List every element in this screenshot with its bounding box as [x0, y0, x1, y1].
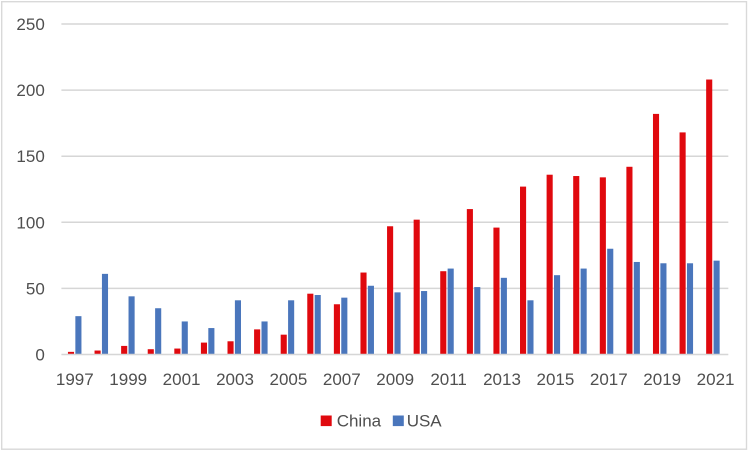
svg-text:2009: 2009 [376, 370, 414, 389]
svg-text:1997: 1997 [56, 370, 94, 389]
svg-text:2005: 2005 [269, 370, 307, 389]
svg-text:150: 150 [16, 147, 44, 166]
svg-text:2007: 2007 [323, 370, 361, 389]
svg-text:USA: USA [407, 412, 443, 431]
svg-text:2011: 2011 [430, 370, 467, 389]
svg-text:100: 100 [16, 213, 44, 232]
svg-text:2015: 2015 [536, 370, 574, 389]
svg-text:200: 200 [16, 81, 44, 100]
svg-text:2021: 2021 [697, 370, 735, 389]
svg-text:2001: 2001 [163, 370, 201, 389]
svg-text:50: 50 [26, 279, 45, 298]
svg-text:2019: 2019 [643, 370, 681, 389]
svg-text:250: 250 [16, 15, 44, 34]
svg-text:China: China [337, 412, 382, 431]
svg-text:2003: 2003 [216, 370, 254, 389]
svg-text:1999: 1999 [109, 370, 147, 389]
svg-text:2013: 2013 [483, 370, 521, 389]
svg-text:2017: 2017 [590, 370, 628, 389]
svg-text:0: 0 [35, 346, 44, 365]
